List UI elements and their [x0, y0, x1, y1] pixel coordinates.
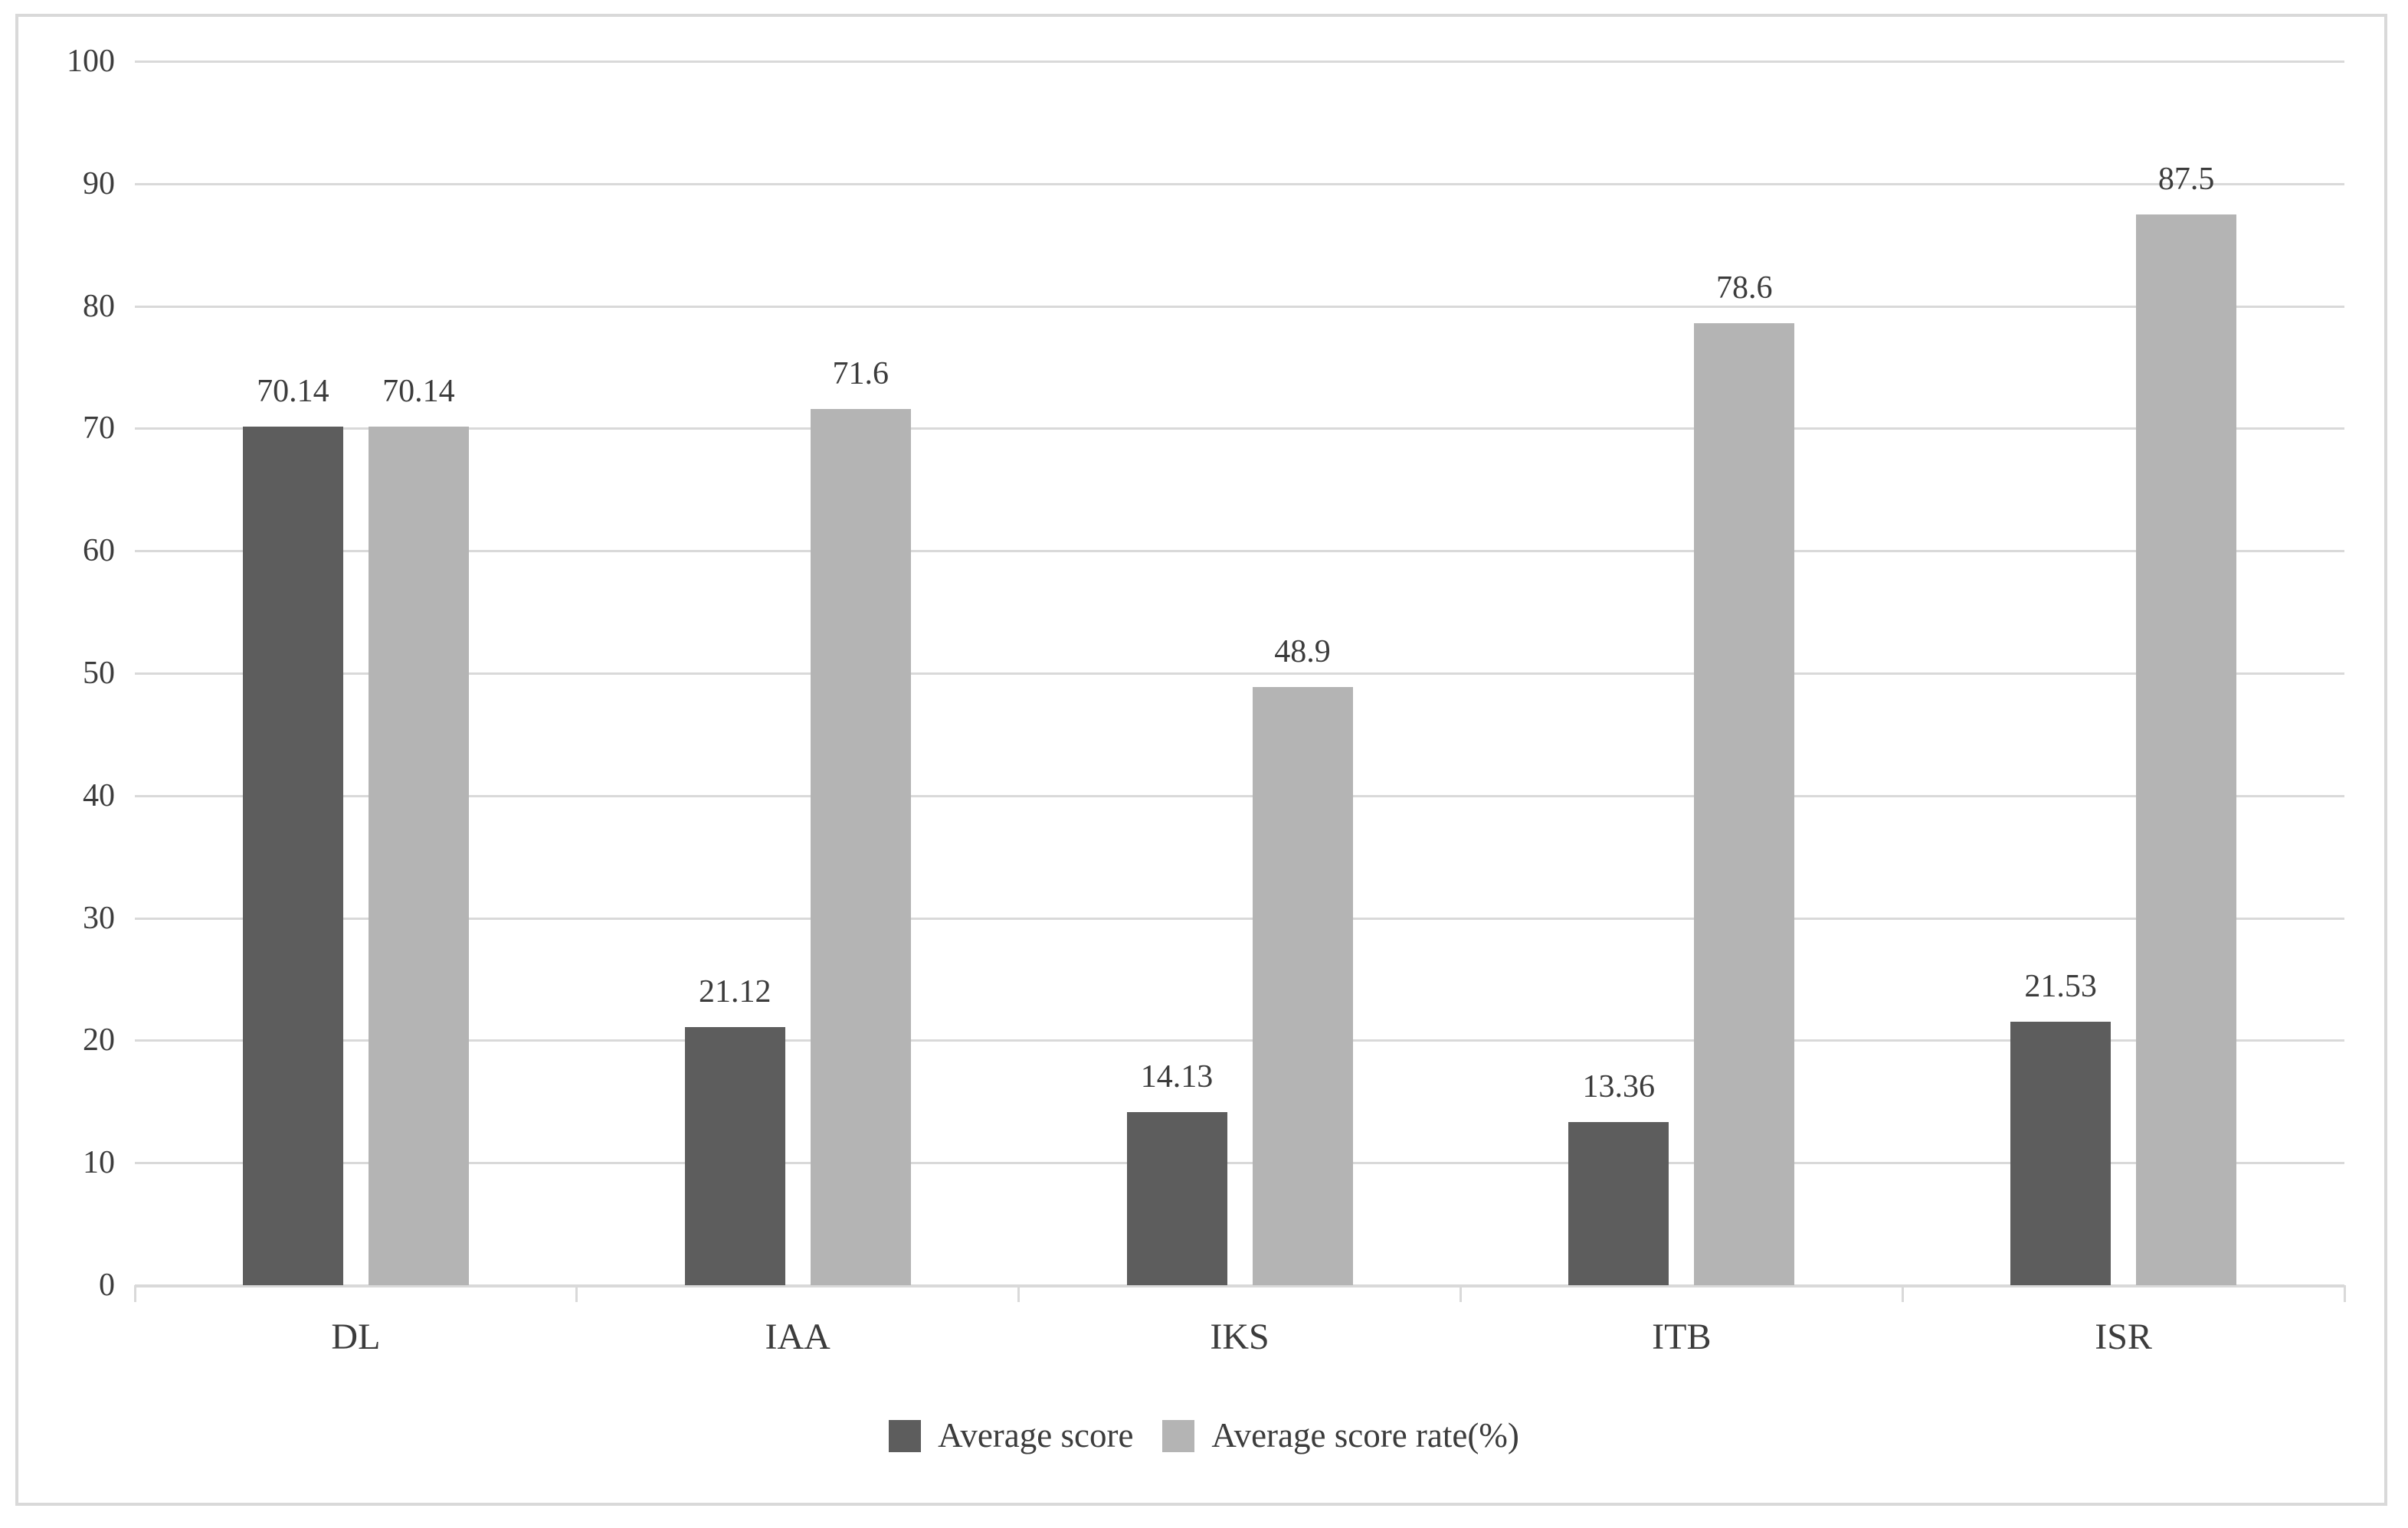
- legend: Average score Average score rate(%): [0, 1418, 2408, 1453]
- y-axis-tick-label: 30: [83, 900, 115, 936]
- bar-dl-series1: [242, 427, 343, 1285]
- x-axis-tick: [575, 1285, 578, 1302]
- data-label: 21.12: [698, 973, 772, 1009]
- y-axis-tick-label: 80: [83, 288, 115, 324]
- legend-marker-icon: [1162, 1419, 1195, 1452]
- category-label-iks: IKS: [1210, 1317, 1270, 1357]
- category-label-isr: ISR: [2095, 1317, 2152, 1357]
- legend-label: Average score: [938, 1416, 1134, 1454]
- data-label: 48.9: [1274, 633, 1331, 669]
- y-axis-tick-label: 60: [83, 533, 115, 569]
- y-axis-tick-label: 40: [83, 777, 115, 813]
- data-label: 13.36: [1582, 1068, 1656, 1104]
- data-label: 78.6: [1716, 270, 1773, 306]
- x-axis-tick: [1459, 1285, 1462, 1302]
- y-axis-tick-labels: 100 90 80 70 60 50 40 30 20 10 0: [0, 45, 115, 1301]
- category-label-iaa: IAA: [765, 1317, 831, 1357]
- gridline: [135, 672, 2344, 675]
- bar-iks-series1: [1126, 1112, 1227, 1285]
- x-axis-tick: [1901, 1285, 1904, 1302]
- bar-dl-series2: [368, 427, 469, 1285]
- bar-iaa-series2: [810, 408, 911, 1285]
- y-axis-tick-label: 50: [83, 656, 115, 691]
- bar-isr-series1: [2010, 1021, 2112, 1285]
- x-axis-line: [135, 1284, 2344, 1288]
- category-label-dl: DL: [331, 1317, 381, 1357]
- gridline: [135, 1039, 2344, 1042]
- y-axis-tick-label: 100: [67, 44, 115, 79]
- bar-itb-series1: [1568, 1121, 1669, 1285]
- legend-marker-icon: [889, 1419, 922, 1452]
- gridline: [135, 917, 2344, 920]
- legend-label: Average score rate(%): [1211, 1416, 1519, 1454]
- data-label: 70.14: [257, 374, 329, 410]
- gridline: [135, 1162, 2344, 1165]
- data-label: 21.53: [2024, 968, 2097, 1004]
- gridline: [135, 305, 2344, 308]
- gridline: [135, 61, 2344, 63]
- data-label: 87.5: [2157, 161, 2215, 197]
- data-label: 71.6: [832, 355, 889, 391]
- gridline: [135, 427, 2344, 430]
- bar-isr-series2: [2136, 214, 2237, 1285]
- gridline: [135, 182, 2344, 185]
- gridline: [135, 550, 2344, 553]
- plot-area: 70.14 70.14 21.12 71.6 14.13 48.9 13.36 78.6 21.…: [133, 61, 2346, 1302]
- x-axis-tick: [133, 1285, 136, 1302]
- data-label: 70.14: [382, 374, 455, 410]
- y-axis-tick-label: 70: [83, 411, 115, 447]
- category-label-itb: ITB: [1652, 1317, 1712, 1357]
- gridline: [135, 794, 2344, 797]
- x-axis-category-labels: DL IAA IKS ITB ISR: [135, 1319, 2344, 1380]
- y-axis-tick-label: 0: [99, 1268, 115, 1303]
- bar-iks-series2: [1252, 686, 1353, 1285]
- y-axis-tick-label: 20: [83, 1022, 115, 1058]
- data-label: 14.13: [1140, 1059, 1214, 1095]
- y-axis-tick-label: 10: [83, 1145, 115, 1181]
- legend-item: Average score rate(%): [1162, 1418, 1519, 1453]
- x-axis-tick: [1017, 1285, 1021, 1302]
- bar-itb-series2: [1694, 322, 1795, 1285]
- x-axis-tick: [2343, 1285, 2346, 1302]
- bar-iaa-series1: [684, 1026, 785, 1285]
- legend-item: Average score: [889, 1418, 1133, 1453]
- y-axis-tick-label: 90: [83, 165, 115, 201]
